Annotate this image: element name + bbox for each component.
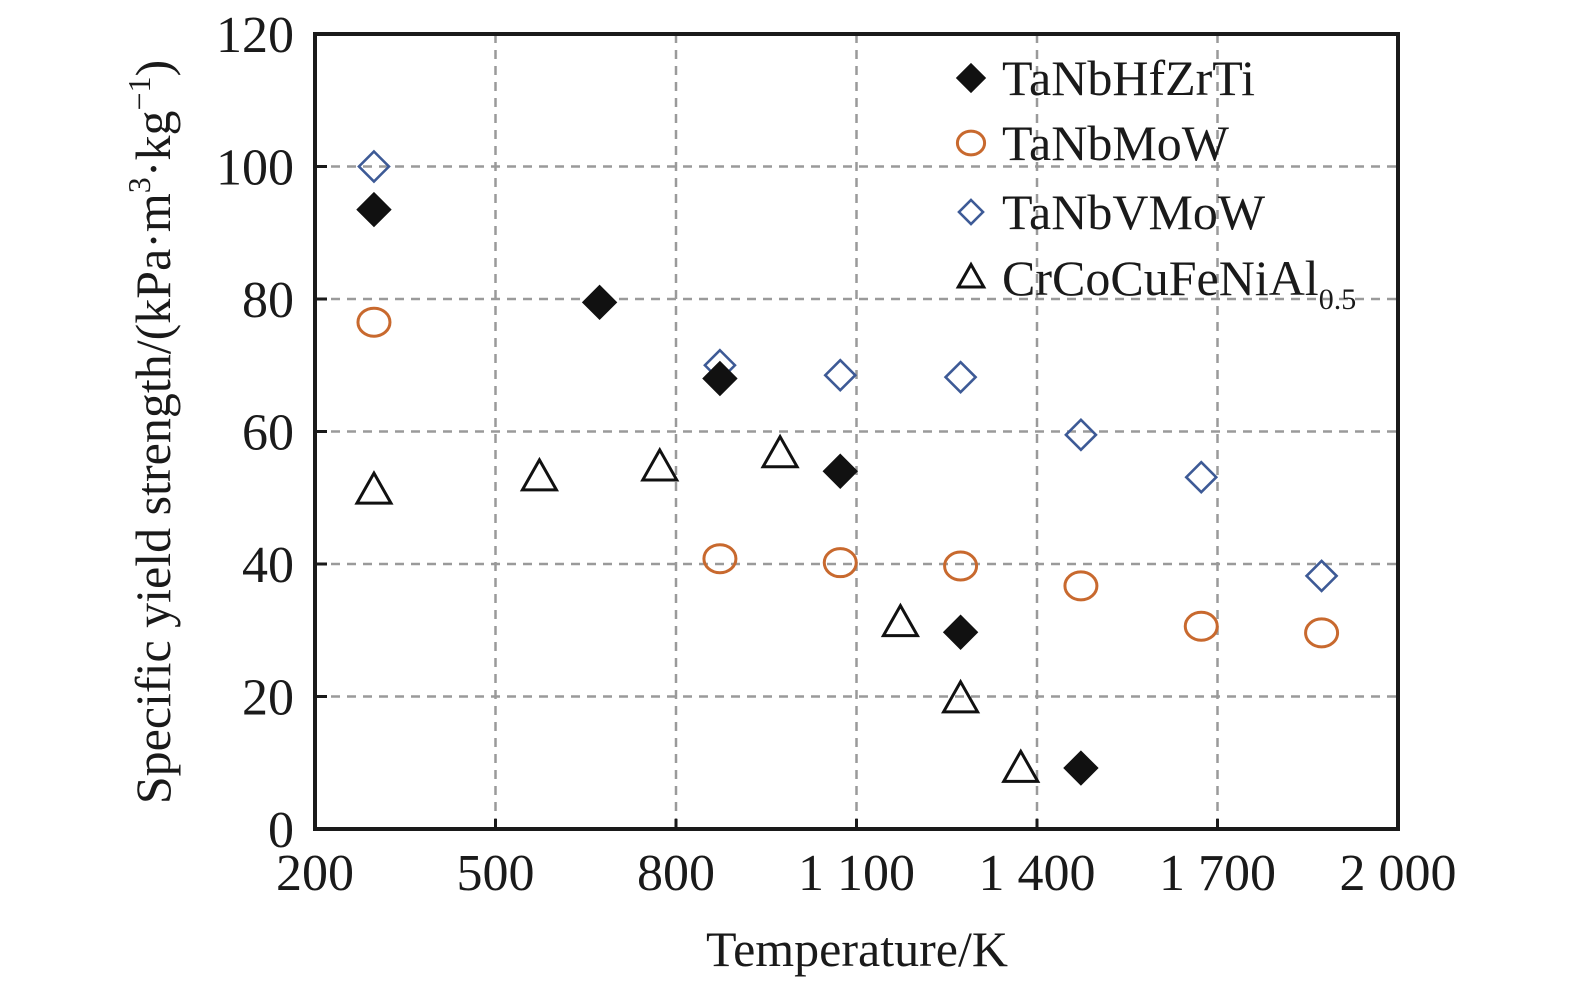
legend-marker-open-circle-icon xyxy=(955,129,987,157)
x-tick-label: 800 xyxy=(637,845,715,902)
y-axis-title-sup-3: 3 xyxy=(121,177,157,193)
x-axis-title: Temperature/K xyxy=(706,921,1008,977)
data-point xyxy=(1063,570,1099,602)
plot-frame xyxy=(313,32,1400,831)
y-axis-title-mid: ·kg xyxy=(125,111,181,178)
series-tanbhfzrti xyxy=(356,191,1099,786)
x-tick-label: 2 000 xyxy=(1340,845,1457,902)
legend-label: CrCoCuFeNiAl0.5 xyxy=(1002,250,1356,316)
legend-label-text: CrCoCuFeNiAl xyxy=(1002,250,1319,306)
data-point xyxy=(702,360,738,397)
x-tick-label: 1 700 xyxy=(1159,845,1276,902)
data-point xyxy=(1063,750,1099,786)
data-point xyxy=(760,433,800,469)
x-tick-labels: 200 500 800 1 100 1 400 1 700 2 000 xyxy=(276,845,1457,902)
legend-label-text: TaNbHfZrTi xyxy=(1002,50,1255,106)
data-point xyxy=(356,306,392,338)
legend-item: TaNbVMoW xyxy=(957,184,1266,240)
data-point xyxy=(702,543,738,575)
legend-item: TaNbHfZrTi xyxy=(955,50,1255,106)
y-tick-label: 20 xyxy=(242,670,294,727)
data-point xyxy=(1304,559,1339,593)
y-tick-label: 0 xyxy=(268,802,294,859)
data-point xyxy=(1184,460,1219,495)
y-tick-label: 100 xyxy=(216,140,294,197)
data-point xyxy=(357,149,391,184)
x-tick-label: 200 xyxy=(276,845,354,902)
series-tanbmow xyxy=(356,306,1340,649)
y-tick-label: 60 xyxy=(242,405,294,462)
y-tick-label: 120 xyxy=(216,7,294,64)
data-point xyxy=(942,614,979,650)
legend-label-subscript: 0.5 xyxy=(1319,283,1357,316)
legend: TaNbHfZrTi TaNbMoW TaNbVMoW CrCoCuFeNiAl0.5 xyxy=(955,50,1356,316)
data-point xyxy=(1001,748,1041,783)
data-point xyxy=(880,602,920,638)
data-point xyxy=(941,678,981,714)
data-point xyxy=(581,284,618,321)
legend-marker-open-diamond-icon xyxy=(957,198,985,226)
x-tick-label: 1 400 xyxy=(979,845,1096,902)
legend-label: TaNbHfZrTi xyxy=(1002,50,1255,106)
y-tick-labels: 0 20 40 60 80 100 120 xyxy=(216,7,294,859)
x-tick-label: 1 100 xyxy=(798,845,915,902)
legend-item: TaNbMoW xyxy=(955,115,1230,171)
legend-label-text: TaNbVMoW xyxy=(1002,184,1266,240)
legend-item: CrCoCuFeNiAl0.5 xyxy=(955,250,1356,316)
data-point xyxy=(356,191,392,228)
y-tick-label: 40 xyxy=(242,537,294,594)
data-point xyxy=(943,550,979,582)
data-point xyxy=(822,453,858,489)
y-axis-title-end: ) xyxy=(125,60,181,77)
legend-label: TaNbMoW xyxy=(1002,115,1230,171)
data-points xyxy=(354,149,1340,786)
legend-label-text: TaNbMoW xyxy=(1002,115,1230,171)
data-point xyxy=(1064,417,1098,452)
grid-lines xyxy=(315,34,1398,829)
legend-label: TaNbVMoW xyxy=(1002,184,1266,240)
series-crcocufenial-05 xyxy=(354,433,1041,783)
y-axis-title-sup-minus1: −1 xyxy=(121,76,157,110)
data-point xyxy=(640,446,680,482)
y-tick-label: 80 xyxy=(242,272,294,329)
data-point xyxy=(943,360,978,395)
x-tick-label: 500 xyxy=(457,845,535,902)
data-point xyxy=(519,456,559,492)
y-axis-title: Specific yield strength/(kPa·m3·kg−1) xyxy=(121,60,181,804)
legend-marker-filled-diamond-icon xyxy=(955,62,987,94)
data-point xyxy=(823,358,858,393)
series-tanbvmow xyxy=(357,149,1339,593)
data-point xyxy=(1183,610,1219,642)
data-point xyxy=(822,547,858,579)
data-point xyxy=(354,470,394,505)
y-axis-title-main: Specific yield strength/(kPa·m xyxy=(125,193,181,804)
legend-marker-open-triangle-icon xyxy=(955,261,987,289)
data-point xyxy=(1304,617,1340,649)
